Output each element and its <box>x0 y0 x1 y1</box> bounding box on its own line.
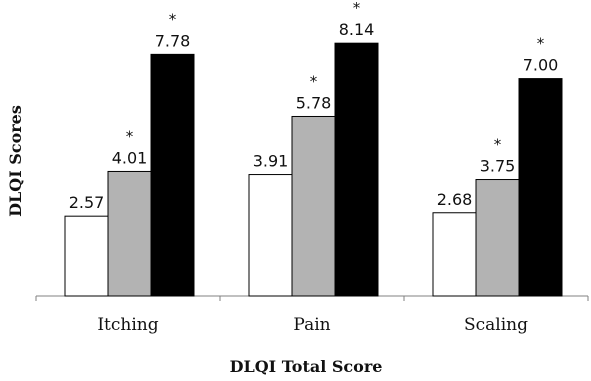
data-label: 3.91 <box>253 152 289 171</box>
bar-scaling-series-1 <box>432 212 477 297</box>
significance-marker: * <box>537 35 545 53</box>
x-axis-title: DLQI Total Score <box>230 357 383 376</box>
bar-itching-series-1 <box>64 215 109 297</box>
data-label: 8.14 <box>339 20 375 39</box>
bar-pain-series-2 <box>291 115 336 297</box>
significance-marker: * <box>310 72 318 90</box>
data-label: 3.75 <box>480 157 516 176</box>
axes <box>35 295 589 301</box>
labels: 2.57 4.01 * 7.78 * Itching 3.91 5.78 * 8.14 * Pain 2… <box>69 0 559 335</box>
x-tick-label: Itching <box>97 315 158 335</box>
data-label: 5.78 <box>296 93 332 112</box>
significance-marker: * <box>494 136 502 154</box>
data-label: 2.68 <box>437 190 473 209</box>
x-tick-label: Pain <box>293 315 330 335</box>
significance-marker: * <box>126 127 134 145</box>
bar-scaling-series-3 <box>518 78 563 297</box>
x-tick-label: Scaling <box>464 315 528 335</box>
data-label: 4.01 <box>112 148 148 167</box>
bar-scaling-series-2 <box>475 179 520 297</box>
bar-itching-series-2 <box>107 170 152 297</box>
bar-itching-series-3 <box>150 53 195 297</box>
data-label: 7.78 <box>155 31 191 50</box>
significance-marker: * <box>353 0 361 17</box>
y-axis-title: DLQI Scores <box>6 105 25 217</box>
data-label: 2.57 <box>69 193 105 212</box>
bar-pain-series-1 <box>248 174 293 297</box>
bars <box>64 42 563 297</box>
data-label: 7.00 <box>523 56 559 75</box>
significance-marker: * <box>169 10 177 28</box>
bar-pain-series-3 <box>334 42 379 297</box>
